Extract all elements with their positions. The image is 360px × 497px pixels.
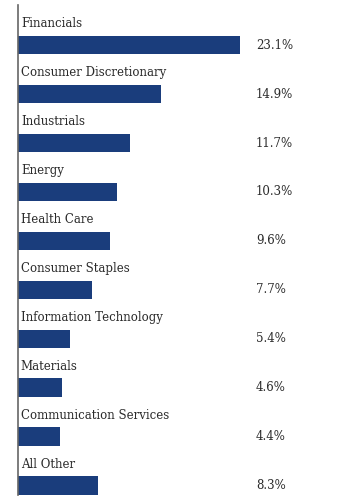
Bar bbox=[18, 183, 117, 201]
Text: Industrials: Industrials bbox=[21, 115, 85, 128]
Bar bbox=[18, 36, 240, 54]
Bar bbox=[18, 477, 98, 495]
Text: All Other: All Other bbox=[21, 458, 75, 471]
Text: Communication Services: Communication Services bbox=[21, 409, 169, 422]
Text: Health Care: Health Care bbox=[21, 213, 93, 226]
Text: 5.4%: 5.4% bbox=[256, 332, 286, 345]
Text: Materials: Materials bbox=[21, 360, 78, 373]
Text: 10.3%: 10.3% bbox=[256, 185, 293, 198]
Bar bbox=[18, 427, 60, 446]
Bar bbox=[18, 281, 92, 299]
Bar bbox=[18, 85, 161, 103]
Text: Consumer Staples: Consumer Staples bbox=[21, 262, 130, 275]
Text: 8.3%: 8.3% bbox=[256, 479, 286, 492]
Text: Financials: Financials bbox=[21, 17, 82, 30]
Text: 4.6%: 4.6% bbox=[256, 381, 286, 394]
Bar bbox=[18, 379, 62, 397]
Text: 7.7%: 7.7% bbox=[256, 283, 286, 296]
Bar bbox=[18, 134, 130, 152]
Text: 9.6%: 9.6% bbox=[256, 235, 286, 248]
Text: Energy: Energy bbox=[21, 164, 64, 177]
Bar bbox=[18, 330, 70, 348]
Bar bbox=[18, 232, 110, 250]
Text: 23.1%: 23.1% bbox=[256, 39, 293, 52]
Text: Information Technology: Information Technology bbox=[21, 311, 163, 324]
Text: 14.9%: 14.9% bbox=[256, 87, 293, 100]
Text: 4.4%: 4.4% bbox=[256, 430, 286, 443]
Text: 11.7%: 11.7% bbox=[256, 137, 293, 150]
Text: Consumer Discretionary: Consumer Discretionary bbox=[21, 66, 166, 79]
